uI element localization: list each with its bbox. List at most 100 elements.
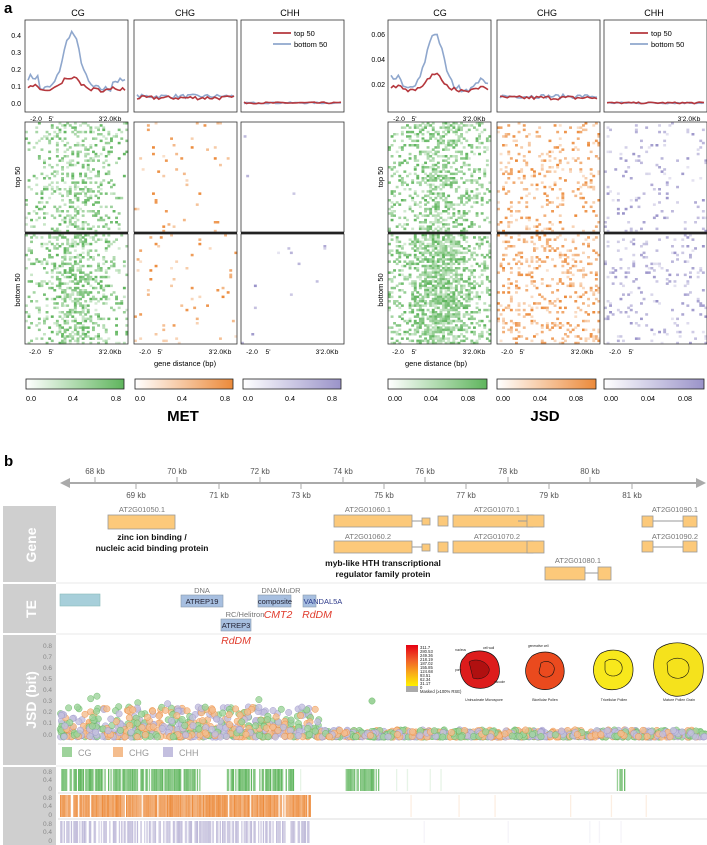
heatmap-cell — [390, 238, 394, 241]
heatmap-cell — [442, 271, 445, 274]
jsd-point — [199, 717, 207, 724]
xtick: 3'2.0Kb — [463, 116, 486, 123]
heatmap-cell — [400, 183, 404, 187]
heatmap-cell — [434, 335, 438, 338]
heatmap-cell — [403, 199, 407, 202]
heatmap-cell — [390, 174, 394, 178]
heatmap-cell — [81, 295, 85, 299]
heatmap-cell — [431, 177, 435, 180]
heatmap-cell — [73, 339, 77, 343]
heatmap-cell — [473, 341, 476, 345]
heatmap-cell — [457, 262, 461, 266]
heatmap-cell — [408, 172, 412, 176]
heatmap-cell — [398, 240, 402, 244]
heatmap-cell — [504, 133, 508, 136]
heatmap-cell — [81, 293, 85, 296]
heatmap-cell — [139, 157, 143, 160]
met-profile-legend: top 50 bottom 50 — [273, 29, 327, 49]
heatmap-cell — [424, 337, 427, 340]
heatmap-cell — [470, 223, 474, 226]
heatmap-cell — [79, 234, 82, 237]
heatmap-cell — [58, 229, 62, 233]
heatmap-cell — [642, 221, 646, 224]
heatmap-cell — [571, 264, 575, 268]
heatmap-cell — [50, 256, 54, 259]
heatmap-cell — [434, 300, 438, 303]
heatmap-cell — [61, 179, 64, 182]
heatmap-cell — [485, 253, 489, 257]
heatmap-cell — [483, 168, 487, 171]
heatmap-cell — [691, 179, 695, 182]
heatmap-cell — [413, 190, 417, 193]
heatmap-cell — [475, 139, 479, 143]
heatmap-cell — [429, 317, 433, 321]
heatmap-cell — [53, 264, 57, 268]
heatmap-cell — [473, 152, 476, 156]
heatmap-cell — [545, 256, 549, 259]
jsd-profile-legend: top 50 bottom 50 — [630, 29, 684, 49]
heatmap-cell — [406, 174, 409, 178]
heatmap-cell — [551, 337, 554, 340]
heatmap-cell — [439, 229, 443, 233]
heatmap-cell — [587, 141, 590, 145]
heatmap-cell — [27, 315, 31, 318]
heatmap-cell — [447, 128, 451, 132]
heatmap-cell — [418, 317, 422, 321]
heatmap-cell — [434, 269, 438, 272]
heatmap-cell — [594, 335, 598, 338]
heatmap-cell — [66, 141, 70, 145]
heatmap-cell — [478, 295, 481, 299]
ruler-top-tick: 70 kb — [167, 467, 187, 476]
heatmap-cell — [76, 135, 80, 138]
heatmap-cell — [462, 339, 466, 343]
heatmap-cell — [395, 339, 399, 343]
heatmap-cell — [460, 150, 463, 154]
heatmap-cell — [504, 170, 508, 173]
heatmap-cell — [400, 181, 404, 184]
heatmap-cell — [395, 324, 399, 327]
heatmap-cell — [55, 210, 59, 213]
heatmap-cell — [32, 210, 36, 213]
heatmap-cell — [454, 324, 458, 327]
heatmap-cell — [439, 273, 443, 277]
heatmap-cell — [460, 245, 463, 248]
heatmap-cell — [112, 264, 116, 268]
heatmap-cell — [676, 159, 679, 162]
heatmap-cell — [104, 159, 108, 162]
heatmap-cell — [79, 297, 82, 301]
heatmap-cell — [390, 326, 394, 329]
heatmap-cell — [45, 341, 49, 345]
heatmap-cell — [566, 335, 570, 338]
heatmap-cell — [162, 174, 166, 178]
heatmap-cell — [522, 308, 526, 312]
heatmap-cell — [691, 308, 695, 312]
jsd-point — [189, 714, 197, 721]
heatmap-cell — [533, 172, 536, 176]
heatmap-cell — [548, 284, 552, 288]
heatmap-cell — [597, 199, 601, 202]
heatmap-cell — [416, 262, 420, 266]
heatmap-cell — [579, 168, 583, 171]
heatmap-cell — [478, 242, 481, 246]
heatmap-cell — [457, 249, 461, 252]
heatmap-cell — [439, 192, 443, 195]
heatmap-cell — [444, 227, 448, 231]
heatmap-cell — [502, 229, 505, 233]
heatmap-cell — [45, 135, 49, 138]
heatmap-cell — [58, 271, 62, 274]
heatmap-cell — [444, 223, 448, 226]
jsd-title-chh: CHH — [644, 8, 664, 18]
heatmap-cell — [112, 240, 116, 244]
heatmap-cell — [587, 157, 590, 160]
heatmap-cell — [429, 280, 433, 283]
heatmap-cell — [525, 227, 529, 231]
heatmap-cell — [520, 196, 524, 200]
heatmap-cell — [395, 240, 399, 244]
heatmap-cell — [473, 311, 476, 314]
heatmap-cell — [520, 181, 524, 184]
heatmap-cell — [63, 291, 67, 294]
heatmap-cell — [452, 306, 456, 310]
profile-line-top — [499, 95, 598, 101]
heatmap-cell — [73, 333, 77, 336]
heatmap-cell — [645, 150, 649, 154]
